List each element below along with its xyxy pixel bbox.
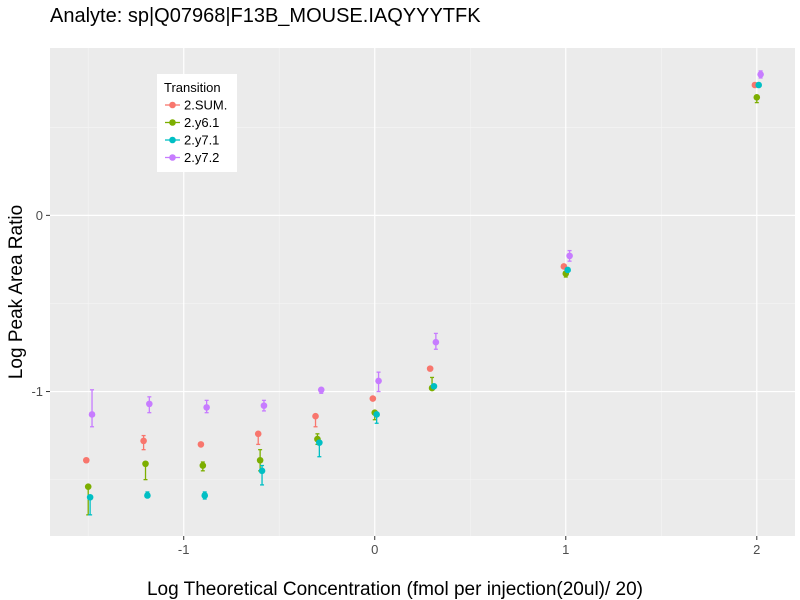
data-point	[146, 400, 153, 408]
legend-item: 2.y7.2	[165, 150, 219, 165]
legend-title: Transition	[164, 80, 221, 95]
data-point	[426, 365, 434, 372]
legend-label: 2.y6.1	[184, 115, 219, 130]
data-point	[375, 377, 382, 385]
data-point	[199, 462, 207, 469]
data-point	[144, 492, 151, 499]
y-tick-label: -1	[31, 384, 43, 399]
legend-key-point	[169, 119, 176, 126]
x-tick-label: 1	[562, 542, 569, 557]
data-point	[757, 71, 764, 78]
data-point	[142, 460, 149, 468]
data-point	[564, 266, 571, 274]
data-point	[373, 411, 380, 418]
legend-item: 2.y7.1	[165, 133, 219, 148]
data-points	[82, 71, 764, 501]
legend-key-point	[169, 154, 176, 161]
legend: Transition 2.SUM. 2.y6.1 2.y7.1 2.y7.2	[157, 74, 237, 172]
data-point	[88, 411, 96, 418]
data-point	[256, 456, 264, 464]
legend-label: 2.y7.2	[184, 150, 219, 165]
legend-label: 2.SUM.	[184, 98, 227, 113]
y-tick-label: 0	[36, 208, 43, 223]
data-point	[260, 402, 268, 409]
legend-item: 2.y6.1	[165, 115, 219, 130]
data-point	[755, 81, 763, 89]
legend-key-point	[169, 101, 176, 109]
x-tick-label: 2	[753, 542, 760, 557]
data-point	[316, 439, 323, 446]
data-point	[369, 395, 377, 402]
y-axis: -1 0	[31, 208, 50, 399]
x-tick-label: 0	[371, 542, 378, 557]
data-point	[430, 382, 438, 390]
error-bar	[90, 389, 95, 428]
data-point	[258, 467, 266, 475]
data-point	[86, 493, 94, 501]
grid-minor	[50, 48, 795, 536]
x-axis: -1 0 1 2	[178, 536, 760, 557]
data-point	[432, 338, 440, 346]
data-point	[201, 492, 209, 499]
data-point	[254, 430, 262, 438]
data-point	[203, 404, 210, 411]
legend-label: 2.y7.1	[184, 133, 219, 148]
legend-item: 2.SUM.	[165, 98, 227, 113]
y-axis-label: Log Peak Area Ratio	[6, 205, 27, 379]
x-axis-label: Log Theoretical Concentration (fmol per …	[147, 579, 643, 600]
data-point	[312, 412, 319, 420]
data-point	[566, 252, 573, 260]
chart-title: Analyte: sp|Q07968|F13B_MOUSE.IAQYYYTFK	[50, 5, 481, 27]
data-point	[753, 94, 761, 101]
data-point	[84, 483, 92, 490]
data-point	[197, 441, 205, 448]
data-point	[140, 437, 147, 445]
data-point	[82, 456, 90, 464]
data-point	[317, 386, 325, 394]
x-tick-label: -1	[178, 542, 190, 557]
legend-key-point	[169, 136, 176, 144]
